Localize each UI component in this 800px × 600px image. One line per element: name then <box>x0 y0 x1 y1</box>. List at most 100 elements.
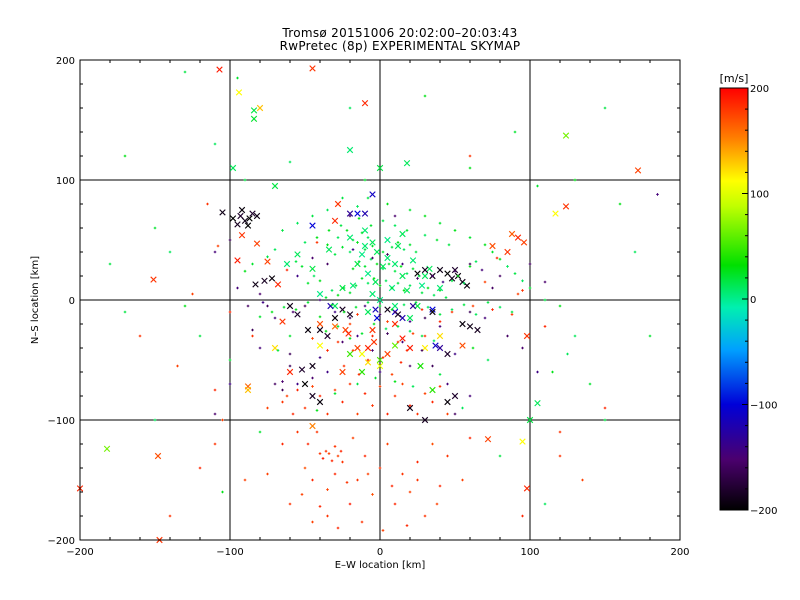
data-point-plus <box>341 340 344 344</box>
data-point-plus <box>318 505 322 508</box>
data-point-plus <box>258 430 262 434</box>
data-point-x <box>250 107 258 114</box>
data-point-x <box>520 239 528 246</box>
data-point-plus <box>326 349 329 352</box>
data-point-plus <box>401 340 404 344</box>
data-point-plus <box>348 316 352 320</box>
data-point-plus <box>360 277 364 280</box>
data-point-plus <box>551 370 554 374</box>
data-point-plus <box>333 392 337 395</box>
data-point-plus <box>405 272 409 275</box>
data-point-plus <box>416 478 419 482</box>
data-point-x <box>331 314 339 322</box>
data-point-plus <box>450 279 454 283</box>
data-point-plus <box>396 340 400 344</box>
data-point-x <box>508 230 516 238</box>
data-point-plus <box>336 293 340 297</box>
data-point-plus <box>236 76 239 80</box>
data-point-plus <box>246 304 250 308</box>
data-point-plus <box>351 349 355 352</box>
data-point-plus <box>243 269 247 273</box>
data-point-plus <box>431 400 434 404</box>
data-point-plus <box>483 280 487 284</box>
data-point-plus <box>444 296 448 299</box>
data-point-plus <box>468 154 472 158</box>
data-point-plus <box>326 262 329 266</box>
y-tick-label: 0 <box>69 296 75 307</box>
data-point-plus <box>341 460 344 464</box>
data-point-plus <box>348 291 352 295</box>
y-tick-label: −200 <box>48 536 75 547</box>
data-point-x <box>372 278 379 286</box>
data-point-plus <box>336 454 340 458</box>
data-point-plus <box>423 392 427 395</box>
data-point-plus <box>366 281 370 285</box>
data-point-plus <box>213 250 217 254</box>
x-tick-label: 100 <box>520 547 539 558</box>
data-point-plus <box>408 208 412 212</box>
data-point-plus <box>408 329 412 333</box>
data-point-plus <box>371 244 374 248</box>
data-point-plus <box>386 442 389 446</box>
data-point-x <box>429 386 436 394</box>
data-point-plus <box>273 382 277 386</box>
data-point-plus <box>401 472 404 476</box>
data-point-plus <box>426 286 430 290</box>
data-point-plus <box>354 305 358 309</box>
data-point-plus <box>360 231 364 235</box>
data-point-plus <box>405 229 409 232</box>
data-point-plus <box>474 260 478 263</box>
data-point-x <box>432 342 439 349</box>
data-point-plus <box>327 229 331 232</box>
data-point-plus <box>411 267 415 271</box>
data-point-x <box>324 332 331 340</box>
data-point-plus <box>483 243 487 247</box>
data-points <box>76 65 659 544</box>
data-point-plus <box>408 284 412 287</box>
data-point-plus <box>312 274 316 278</box>
data-point-plus <box>357 217 361 220</box>
data-point-x <box>370 338 378 346</box>
data-point-plus <box>198 334 202 338</box>
data-point-plus <box>393 502 397 506</box>
data-point-plus <box>288 502 292 506</box>
data-point-plus <box>453 412 457 416</box>
data-point-x <box>364 270 372 277</box>
data-point-x <box>216 66 223 73</box>
data-point-x <box>334 200 342 208</box>
data-point-x <box>309 265 316 272</box>
data-point-plus <box>341 400 344 404</box>
data-point-plus <box>402 303 406 307</box>
data-point-plus <box>411 385 415 388</box>
data-point-plus <box>345 481 349 484</box>
data-point-plus <box>432 339 436 343</box>
data-point-x <box>384 236 391 244</box>
data-point-x <box>150 276 157 283</box>
data-point-plus <box>438 385 442 388</box>
data-point-x <box>421 266 429 274</box>
data-point-plus <box>390 373 394 376</box>
data-point-x <box>394 242 402 250</box>
data-point-plus <box>291 412 295 416</box>
data-point-plus <box>228 358 232 362</box>
data-point-plus <box>306 281 310 285</box>
data-point-plus <box>300 265 304 268</box>
data-point-plus <box>321 457 325 460</box>
data-point-plus <box>356 334 359 338</box>
data-point-plus <box>438 221 442 225</box>
data-point-x <box>316 320 324 328</box>
data-point-x <box>241 217 249 224</box>
data-point-plus <box>438 289 442 292</box>
data-point-plus <box>416 412 419 416</box>
data-point-plus <box>399 361 403 364</box>
data-point-plus <box>498 305 502 309</box>
data-point-x <box>369 239 376 246</box>
data-point-x <box>474 326 481 334</box>
data-point-plus <box>420 334 424 338</box>
data-point-plus <box>432 293 436 297</box>
data-point-plus <box>431 364 434 368</box>
data-point-plus <box>393 380 397 383</box>
data-point-plus <box>326 370 329 374</box>
x-tick-label: −200 <box>66 547 93 558</box>
data-point-plus <box>461 478 464 482</box>
